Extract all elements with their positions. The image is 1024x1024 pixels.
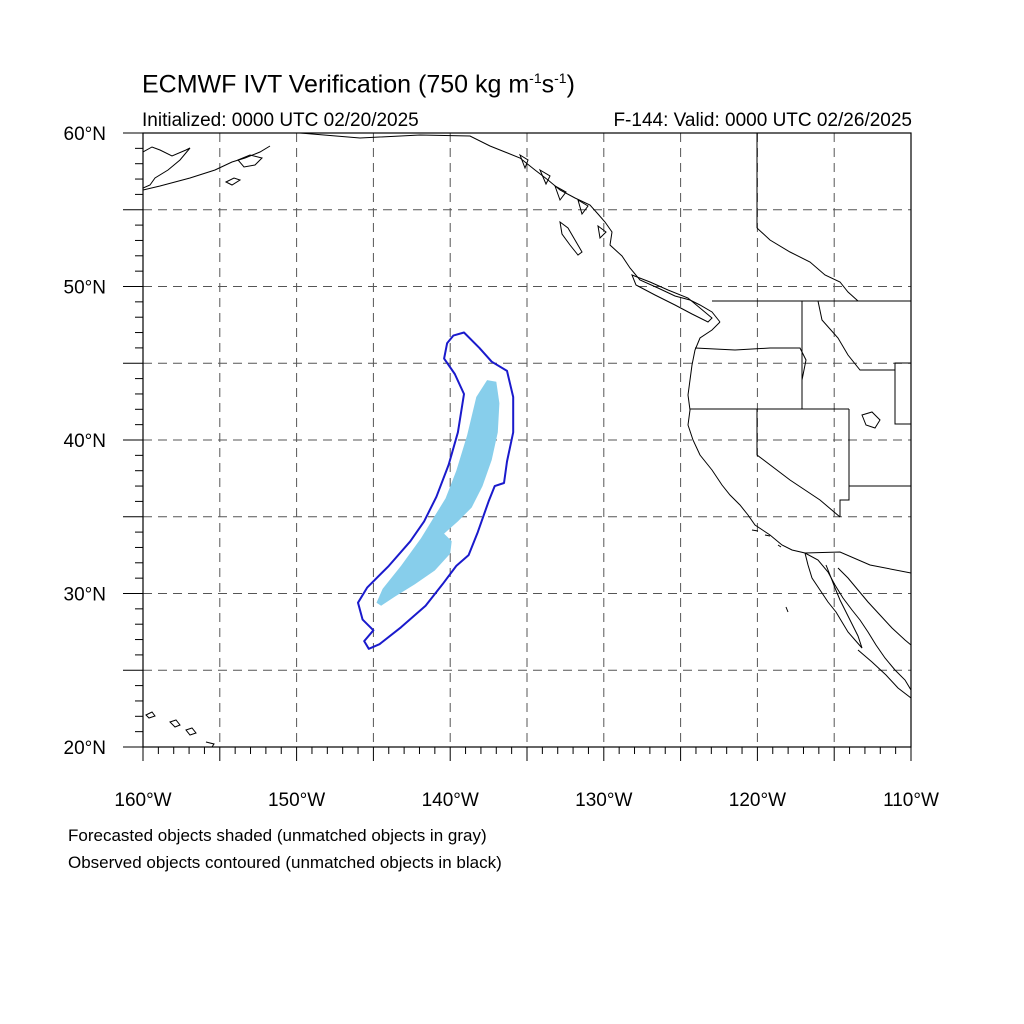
lat-label: 30°N bbox=[64, 585, 106, 606]
chart-title: ECMWF IVT Verification (750 kg m-1s-1) bbox=[142, 70, 575, 99]
kodiak-island bbox=[224, 154, 263, 186]
title-exponent-1: -1 bbox=[529, 70, 542, 86]
inside-passage-islands bbox=[518, 153, 607, 240]
baja-california bbox=[804, 552, 863, 649]
nevada-border bbox=[756, 409, 850, 518]
alaska-peninsula-coastline bbox=[143, 145, 271, 191]
lon-label: 120°W bbox=[729, 790, 786, 811]
hawaiian-islands bbox=[145, 711, 215, 747]
lat-label: 40°N bbox=[64, 431, 106, 452]
verification-objects bbox=[357, 331, 515, 650]
lon-label: 110°W bbox=[883, 790, 939, 811]
us-west-coast bbox=[687, 321, 911, 691]
gulf-of-california bbox=[837, 567, 911, 646]
washington-oregon-border bbox=[694, 347, 807, 381]
initialized-label: Initialized: 0000 UTC 02/20/2025 bbox=[142, 110, 419, 131]
axis-ticks bbox=[123, 132, 912, 761]
lon-label: 150°W bbox=[268, 790, 325, 811]
axis-labels: 60°N 50°N 40°N 30°N 20°N 160°W 150°W 140°W 130°W… bbox=[64, 124, 939, 811]
caption-observed: Observed objects contoured (unmatched ob… bbox=[68, 853, 502, 872]
lat-label: 60°N bbox=[64, 124, 106, 145]
southeast-alaska-coastline bbox=[299, 133, 721, 323]
forecast-object-shaded bbox=[376, 380, 500, 606]
great-salt-lake bbox=[861, 411, 881, 429]
utah-arizona-border bbox=[849, 363, 911, 487]
caption-forecast: Forecasted objects shaded (unmatched obj… bbox=[68, 826, 487, 845]
title-unit-s: s bbox=[541, 70, 555, 99]
bc-alberta-border bbox=[756, 227, 859, 302]
us-mexico-border bbox=[804, 551, 911, 574]
lon-label: 160°W bbox=[114, 790, 171, 811]
coastlines-and-borders bbox=[143, 133, 911, 747]
vancouver-island bbox=[631, 274, 713, 323]
haida-gwaii bbox=[559, 220, 583, 256]
title-exponent-2: -1 bbox=[554, 70, 567, 86]
lon-label: 140°W bbox=[422, 790, 479, 811]
channel-islands bbox=[751, 529, 789, 613]
lon-label: 130°W bbox=[575, 790, 632, 811]
lat-label: 50°N bbox=[64, 278, 106, 299]
gridlines bbox=[143, 133, 911, 747]
valid-time-label: F-144: Valid: 0000 UTC 02/26/2025 bbox=[613, 110, 912, 131]
title-main: ECMWF IVT Verification (750 kg m bbox=[142, 70, 530, 99]
mexico-mainland-coast bbox=[857, 649, 911, 699]
lat-label: 20°N bbox=[64, 738, 106, 759]
observed-object-contour bbox=[357, 331, 515, 650]
title-close: ) bbox=[566, 70, 575, 99]
